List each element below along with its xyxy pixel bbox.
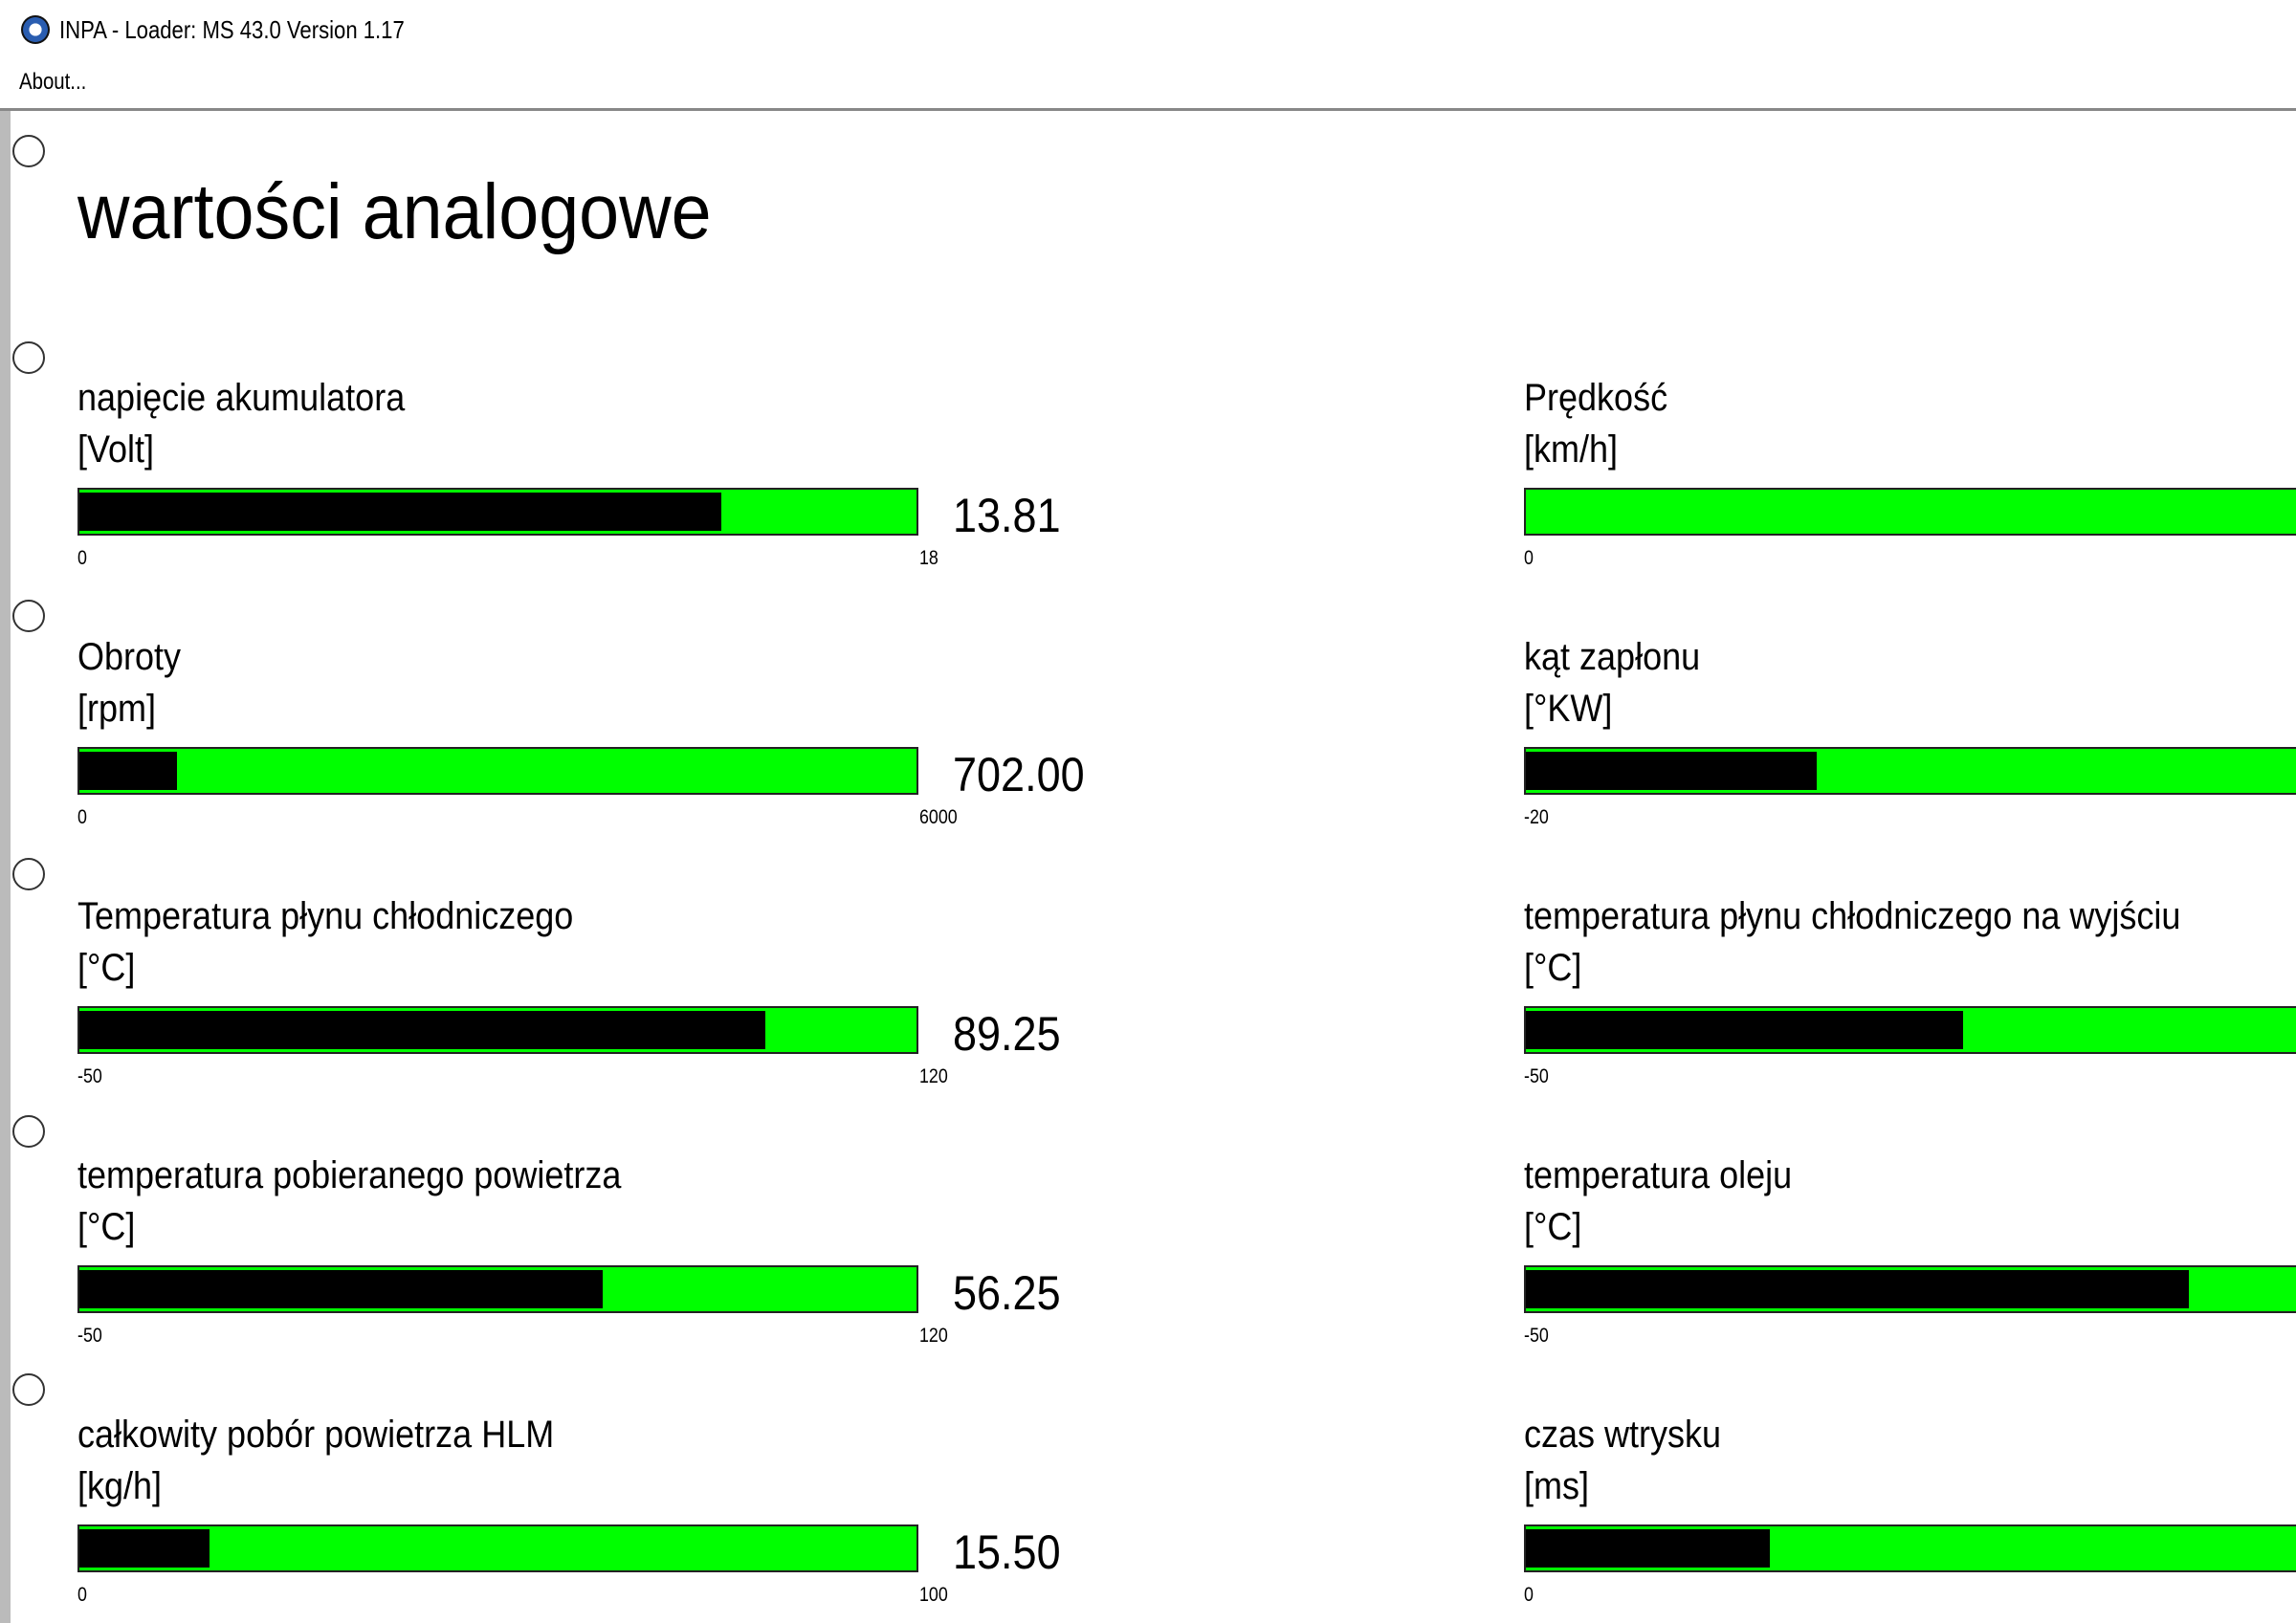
gauge-bar: [1524, 1006, 2296, 1054]
menu-about[interactable]: About...: [19, 69, 87, 95]
gauge-max: 100: [919, 1584, 948, 1606]
radio-button[interactable]: [12, 600, 45, 632]
left-strip: [0, 111, 11, 1623]
gauge-label: temperatura oleju: [1524, 1154, 1793, 1196]
gauge-unit: [°C]: [77, 947, 136, 989]
gauge-label: kąt zapłonu: [1524, 636, 1701, 678]
gauge-label: Obroty: [77, 636, 182, 678]
gauge-fill: [79, 493, 722, 531]
gauge-fill: [1526, 752, 1817, 790]
gauge-fill: [1526, 1529, 1770, 1568]
gauge-unit: [ms]: [1524, 1465, 1589, 1507]
gauge-bar: [77, 1265, 918, 1313]
gauge-min: -50: [1524, 1325, 1549, 1347]
radio-button[interactable]: [12, 135, 45, 167]
gauge-label: temperatura pobieranego powietrza: [77, 1154, 622, 1196]
gauge-unit: [km/h]: [1524, 428, 1619, 471]
radio-button[interactable]: [12, 1373, 45, 1406]
gauge-min: 0: [1524, 547, 1534, 569]
gauge-label: Prędkość: [1524, 377, 1668, 419]
separator: [0, 108, 2296, 111]
gauge-unit: [°C]: [77, 1206, 136, 1248]
gauge-min: 0: [77, 547, 87, 569]
gauge-fill: [1526, 1270, 2189, 1308]
gauge-unit: [°KW]: [1524, 688, 1613, 730]
gauge-label: temperatura płynu chłodniczego na wyjści…: [1524, 895, 2181, 937]
gauge-bar: [1524, 1265, 2296, 1313]
gauge-value: 702.00: [953, 748, 1085, 801]
gauge-min: -50: [77, 1065, 102, 1087]
gauge-min: 0: [1524, 1584, 1534, 1606]
gauge-unit: [°C]: [1524, 1206, 1582, 1248]
gauge-fill: [79, 1529, 210, 1568]
gauge-unit: [°C]: [1524, 947, 1582, 989]
gauge-max: 18: [919, 547, 938, 569]
gauge-label: napięcie akumulatora: [77, 377, 406, 419]
gauge-min: -50: [1524, 1065, 1549, 1087]
gauge-bar: [77, 1006, 918, 1054]
gauge-min: 0: [77, 806, 87, 828]
gauge-unit: [kg/h]: [77, 1465, 163, 1507]
gauge-bar: [1524, 488, 2296, 536]
gauge-max: 120: [919, 1065, 948, 1087]
gauge-label: całkowity pobór powietrza HLM: [77, 1414, 555, 1456]
gauge-label: czas wtrysku: [1524, 1414, 1722, 1456]
title-bar: INPA - Loader: MS 43.0 Version 1.17: [0, 0, 2296, 59]
gauge-fill: [79, 752, 178, 790]
gauge-value: 15.50: [953, 1525, 1061, 1579]
gauge-max: 6000: [919, 806, 958, 828]
gauge-bar: [77, 488, 918, 536]
radio-button[interactable]: [12, 858, 45, 890]
gauge-fill: [79, 1270, 603, 1308]
window-title: INPA - Loader: MS 43.0 Version 1.17: [59, 15, 405, 44]
gauge-bar: [1524, 1524, 2296, 1572]
app-icon: [21, 15, 50, 44]
gauge-min: 0: [77, 1584, 87, 1606]
radio-button[interactable]: [12, 1115, 45, 1148]
gauge-fill: [79, 1011, 765, 1049]
gauge-bar: [77, 1524, 918, 1572]
gauge-bar: [1524, 747, 2296, 795]
gauge-unit: [rpm]: [77, 688, 157, 730]
gauge-value: 13.81: [953, 489, 1061, 542]
gauge-min: -20: [1524, 806, 1549, 828]
gauge-value: 56.25: [953, 1266, 1061, 1320]
gauge-value: 89.25: [953, 1007, 1061, 1061]
gauge-max: 120: [919, 1325, 948, 1347]
gauge-fill: [1526, 1011, 1963, 1049]
radio-button[interactable]: [12, 341, 45, 374]
gauge-bar: [77, 747, 918, 795]
gauge-min: -50: [77, 1325, 102, 1347]
gauge-unit: [Volt]: [77, 428, 155, 471]
heading: wartości analogowe: [77, 168, 712, 255]
gauge-label: Temperatura płynu chłodniczego: [77, 895, 574, 937]
